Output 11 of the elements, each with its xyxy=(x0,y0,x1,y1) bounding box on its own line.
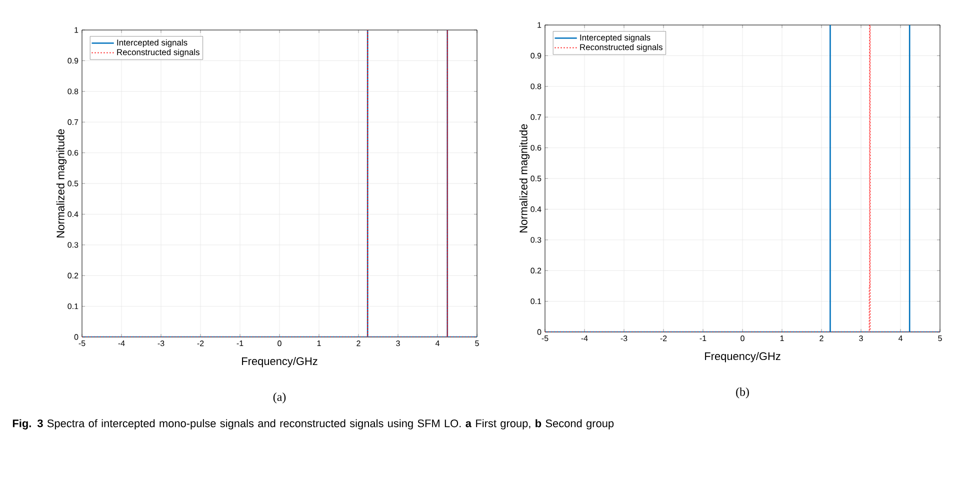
legend-label: Reconstructed signals xyxy=(580,44,662,52)
legend-label: Intercepted signals xyxy=(580,34,650,42)
legend-label: Intercepted signals xyxy=(117,39,188,48)
legend-label: Reconstructed signals xyxy=(117,48,200,57)
text: (a) xyxy=(273,392,286,404)
x-axis-title: Frequency/GHz xyxy=(242,357,318,368)
x-axis-title: Frequency/GHz xyxy=(705,352,780,362)
text: (b) xyxy=(736,388,749,398)
y-axis-title: Normalized magnitude xyxy=(519,124,530,232)
y-axis-title: Normalized magnitude xyxy=(56,129,67,238)
text: Fig. 3 Spectra of intercepted mono-pulse signals and reconstructed signals using SFM LO. a First group, b Second group xyxy=(12,419,614,430)
